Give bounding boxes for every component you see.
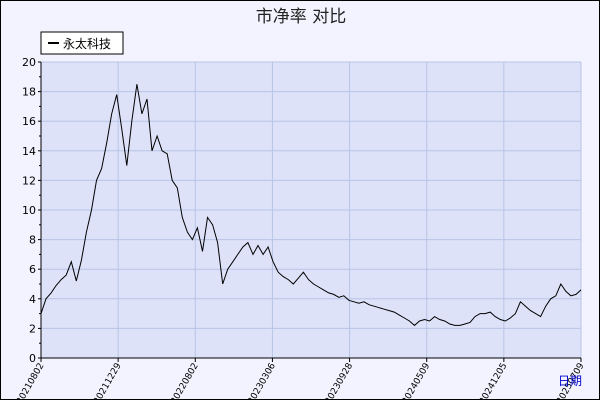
y-tick-label: 20 bbox=[22, 56, 36, 69]
y-tick-label: 12 bbox=[22, 174, 36, 187]
x-tick-label: 20220802 bbox=[169, 362, 201, 400]
x-tick-label: 20210802 bbox=[15, 362, 47, 400]
x-tick-label: 20230306 bbox=[246, 361, 278, 399]
y-tick-label: 2 bbox=[29, 322, 36, 335]
y-tick-label: 0 bbox=[29, 352, 36, 365]
axis-layer: 0 2 4 6 8 10 12 14 16 18 20 20210802 20211229 2022080… bbox=[15, 56, 587, 399]
legend-box bbox=[40, 31, 124, 55]
y-tick-label: 10 bbox=[22, 204, 36, 217]
chart-title: 市净率 对比 bbox=[256, 7, 346, 27]
y-tick-label: 16 bbox=[22, 115, 36, 128]
x-tick-label: 20211229 bbox=[92, 361, 124, 399]
x-tick-label: 20240509 bbox=[401, 361, 433, 399]
series-layer bbox=[40, 84, 582, 327]
y-tick-label: 8 bbox=[29, 234, 36, 247]
y-tick-label: 18 bbox=[22, 86, 36, 99]
grid-layer bbox=[41, 61, 582, 359]
legend: 永太科技 bbox=[40, 31, 124, 55]
x-axis-label: 日期 bbox=[558, 374, 582, 388]
legend-label-yongtai: 永太科技 bbox=[63, 36, 111, 51]
y-tick-label: 6 bbox=[29, 263, 36, 276]
x-tick-label: 20230928 bbox=[324, 361, 356, 399]
y-tick-label: 4 bbox=[29, 293, 36, 306]
series-line-yongtai bbox=[40, 84, 582, 327]
x-tick-label: 20241205 bbox=[478, 362, 510, 399]
y-tick-label: 14 bbox=[22, 145, 36, 158]
